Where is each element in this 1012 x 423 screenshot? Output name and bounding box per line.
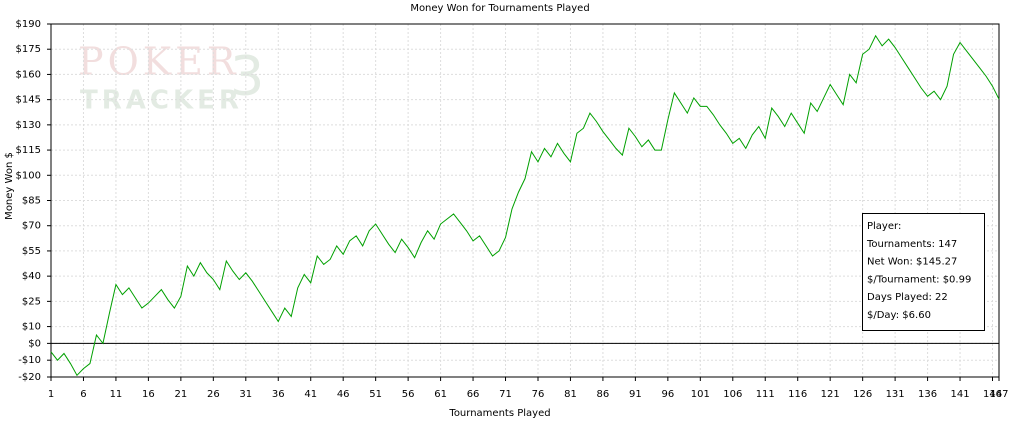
y-tick-label: -$10 — [18, 355, 41, 366]
x-tick-label: 91 — [629, 389, 642, 400]
x-tick-label: 41 — [304, 389, 317, 400]
watermark: 3 — [230, 45, 264, 108]
x-axis-label: Tournaments Played — [448, 408, 550, 419]
y-tick-label: $25 — [22, 296, 41, 307]
x-tick-label: 71 — [499, 389, 512, 400]
y-tick-label: $85 — [22, 196, 41, 207]
y-tick-label: $145 — [16, 95, 41, 106]
x-tick-label: 106 — [723, 389, 742, 400]
x-tick-label: 61 — [434, 389, 447, 400]
y-tick-label: $175 — [16, 44, 41, 55]
y-tick-label: $160 — [16, 69, 41, 80]
x-tick-label: 96 — [661, 389, 674, 400]
x-tick-label: 26 — [207, 389, 220, 400]
x-tick-label: 1 — [48, 389, 54, 400]
chart-title: Money Won for Tournaments Played — [410, 3, 589, 14]
x-tick-label: 116 — [788, 389, 807, 400]
stats-line: $/Tournament: $0.99 — [867, 274, 971, 285]
y-tick-label: $0 — [28, 338, 41, 349]
x-tick-label: 66 — [467, 389, 480, 400]
x-tick-label: 126 — [853, 389, 872, 400]
y-tick-label: $130 — [16, 120, 41, 131]
y-tick-label: $40 — [22, 271, 41, 282]
y-tick-label: $115 — [16, 145, 41, 156]
x-tick-label: 16 — [142, 389, 155, 400]
x-tick-label: 76 — [532, 389, 545, 400]
x-tick-label: 36 — [272, 389, 285, 400]
y-tick-label: -$20 — [18, 372, 41, 383]
plot-frame — [50, 23, 1000, 378]
watermark: POKER — [78, 40, 239, 84]
x-tick-label: 141 — [950, 389, 969, 400]
y-tick-label: $55 — [22, 246, 41, 257]
x-tick-label: 136 — [918, 389, 937, 400]
x-tick-label: 31 — [239, 389, 252, 400]
x-tick-label: 101 — [691, 389, 710, 400]
stats-line: $/Day: $6.60 — [867, 310, 931, 321]
x-tick-label: 21 — [174, 389, 187, 400]
stats-line: Days Played: 22 — [867, 292, 948, 303]
stats-line: Player: — [867, 221, 901, 232]
x-tick-label: 147 — [989, 389, 1008, 400]
y-tick-label: $190 — [16, 19, 41, 30]
x-tick-label: 146 — [983, 389, 1002, 400]
x-tick-label: 6 — [80, 389, 86, 400]
data-line — [50, 34, 1000, 377]
x-tick-label: 131 — [886, 389, 905, 400]
x-tick-label: 121 — [821, 389, 840, 400]
x-tick-label: 86 — [597, 389, 610, 400]
watermark: TRACKER — [80, 86, 243, 116]
x-tick-label: 81 — [564, 389, 577, 400]
x-tick-label: 56 — [402, 389, 415, 400]
stats-line: Net Won: $145.27 — [867, 257, 957, 268]
stats-box — [862, 213, 985, 331]
x-tick-label: 11 — [110, 389, 123, 400]
y-tick-label: $70 — [22, 221, 41, 232]
x-tick-label: 46 — [337, 389, 350, 400]
y-tick-label: $10 — [22, 322, 41, 333]
stats-line: Tournaments: 147 — [866, 239, 957, 250]
y-tick-label: $100 — [16, 170, 41, 181]
y-axis-label: Money Won $ — [4, 152, 15, 220]
x-tick-label: 111 — [756, 389, 775, 400]
x-tick-label: 51 — [369, 389, 382, 400]
